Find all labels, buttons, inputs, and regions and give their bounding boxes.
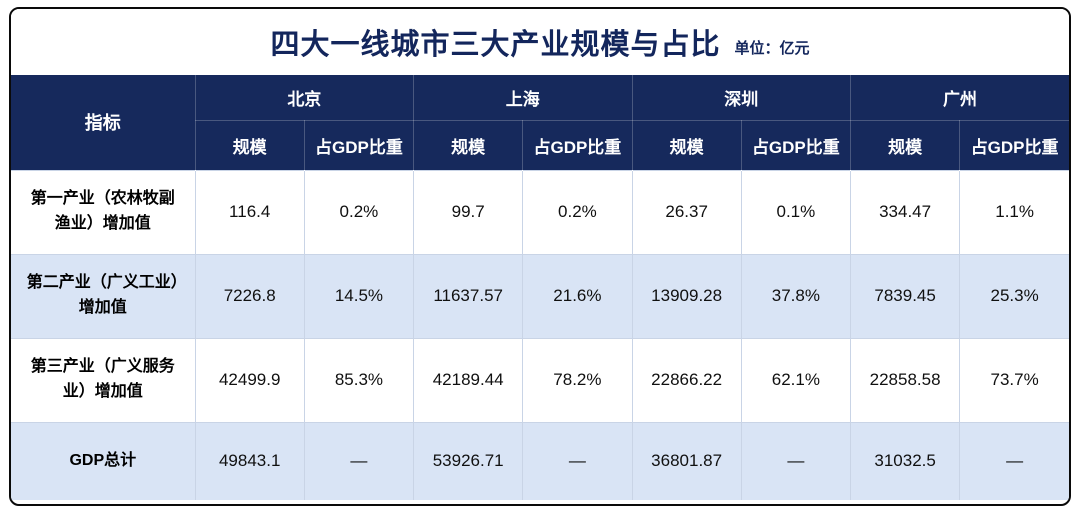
value-cell: 42189.44 — [413, 337, 524, 423]
indicator-cell: 第一产业（农林牧副渔业）增加值 — [11, 169, 196, 255]
subheader-gdp-share-shanghai: 占GDP比重 — [522, 119, 633, 170]
subheader-gdp-share-beijing: 占GDP比重 — [303, 119, 415, 170]
value-cell: 1.1% — [959, 169, 1069, 255]
city-header-shenzhen: 深圳 — [631, 75, 851, 121]
value-cell: 21.6% — [522, 253, 633, 339]
city-header-guangzhou: 广州 — [849, 75, 1069, 121]
value-cell: 53926.71 — [413, 421, 524, 500]
value-cell: — — [522, 421, 633, 500]
city-header-row: 指标 北京 上海 深圳 广州 — [11, 75, 1069, 170]
page-title: 四大一线城市三大产业规模与占比 — [270, 29, 721, 61]
value-cell: 11637.57 — [413, 253, 524, 339]
table-row-primary-industry: 第一产业（农林牧副渔业）增加值 116.4 0.2% 99.7 0.2% 26.… — [11, 169, 1069, 255]
value-cell: 0.2% — [522, 169, 633, 255]
indicator-cell: 第三产业（广义服务业）增加值 — [11, 337, 196, 423]
value-cell: 13909.28 — [631, 253, 742, 339]
table-row-gdp-total: GDP总计 49843.1 — 53926.71 — 36801.87 — 31… — [11, 421, 1069, 500]
value-cell: 99.7 — [413, 169, 524, 255]
table-row-tertiary-industry: 第三产业（广义服务业）增加值 42499.9 85.3% 42189.44 78… — [11, 337, 1069, 423]
value-cell: 0.2% — [303, 169, 415, 255]
value-cell: 14.5% — [303, 253, 415, 339]
table-frame: 四大一线城市三大产业规模与占比 单位：亿元 指标 北京 上海 深圳 广州 规模 … — [9, 7, 1071, 506]
value-cell: 0.1% — [740, 169, 851, 255]
data-table: 指标 北京 上海 深圳 广州 规模 占GDP比重 规模 占GDP比重 规模 占G… — [11, 75, 1069, 500]
value-cell: 36801.87 — [631, 421, 742, 500]
table-row-secondary-industry: 第二产业（广义工业）增加值 7226.8 14.5% 11637.57 21.6… — [11, 253, 1069, 339]
subheader-scale-shanghai: 规模 — [413, 119, 524, 170]
value-cell: 42499.9 — [194, 337, 305, 423]
value-cell: 62.1% — [740, 337, 851, 423]
sub-header-row: 规模 占GDP比重 规模 占GDP比重 规模 占GDP比重 规模 占GDP比重 — [11, 119, 1069, 170]
value-cell: 31032.5 — [849, 421, 961, 500]
value-cell: 49843.1 — [194, 421, 305, 500]
unit-label: 单位：亿元 — [734, 39, 810, 57]
subheader-gdp-share-guangzhou: 占GDP比重 — [959, 119, 1069, 170]
value-cell: 26.37 — [631, 169, 742, 255]
value-cell: 334.47 — [849, 169, 961, 255]
subheader-scale-shenzhen: 规模 — [631, 119, 742, 170]
value-cell: 22866.22 — [631, 337, 742, 423]
city-header-beijing: 北京 — [194, 75, 415, 121]
value-cell: — — [303, 421, 415, 500]
subheader-scale-guangzhou: 规模 — [849, 119, 961, 170]
city-header-shanghai: 上海 — [413, 75, 633, 121]
value-cell: 7839.45 — [849, 253, 961, 339]
value-cell: — — [740, 421, 851, 500]
value-cell: 25.3% — [959, 253, 1069, 339]
indicator-cell: 第二产业（广义工业）增加值 — [11, 253, 196, 339]
value-cell: 22858.58 — [849, 337, 961, 423]
value-cell: 78.2% — [522, 337, 633, 423]
value-cell: 73.7% — [959, 337, 1069, 423]
subheader-gdp-share-shenzhen: 占GDP比重 — [740, 119, 851, 170]
value-cell: 37.8% — [740, 253, 851, 339]
value-cell: 7226.8 — [194, 253, 305, 339]
value-cell: 85.3% — [303, 337, 415, 423]
subheader-scale-beijing: 规模 — [194, 119, 305, 170]
value-cell: — — [959, 421, 1069, 500]
title-bar: 四大一线城市三大产业规模与占比 单位：亿元 — [11, 9, 1069, 75]
indicator-header-cell: 指标 — [11, 75, 196, 170]
indicator-cell: GDP总计 — [11, 421, 196, 500]
value-cell: 116.4 — [194, 169, 305, 255]
